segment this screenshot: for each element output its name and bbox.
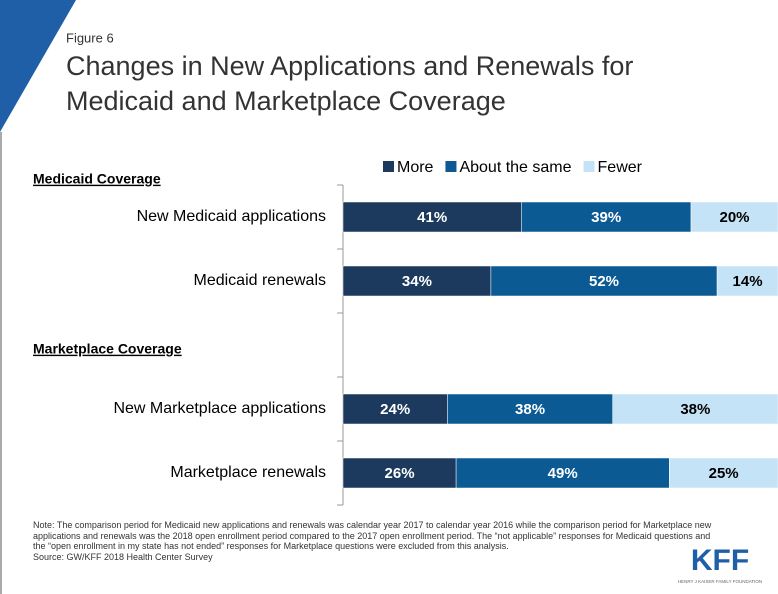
y-tick-label: Marketplace renewals	[170, 464, 326, 481]
bar-segment	[690, 201, 778, 233]
bar-segment	[447, 393, 613, 425]
data-label: 20%	[719, 209, 749, 226]
bar-segment	[490, 265, 718, 297]
data-label: 52%	[589, 273, 619, 290]
legend-label: More	[397, 159, 434, 176]
bar-segment	[342, 457, 457, 489]
data-label: 24%	[380, 401, 410, 418]
data-label: 38%	[680, 401, 710, 418]
data-label: 39%	[591, 209, 621, 226]
legend-swatch	[445, 161, 457, 172]
figure-label: Figure 6	[66, 30, 114, 45]
source: Source: GW/KFF 2018 Health Center Survey	[33, 551, 213, 562]
data-label: 14%	[733, 273, 763, 290]
y-tick-label: New Medicaid applications	[137, 208, 326, 225]
note: Note: The comparison period for Medicaid…	[33, 520, 712, 551]
bar-segment	[521, 201, 692, 233]
data-label: 38%	[515, 401, 545, 418]
bar-segment	[342, 393, 448, 425]
chart-title: Changes in New Applications and Renewals…	[66, 51, 633, 81]
data-label: 25%	[709, 465, 739, 482]
legend-label: About the same	[459, 159, 571, 176]
logo: KFF	[691, 544, 749, 577]
data-label: 34%	[402, 273, 432, 290]
bar-segment	[669, 457, 778, 489]
bar-segment	[612, 393, 778, 425]
data-label: 41%	[417, 209, 447, 226]
bar-segment	[455, 457, 670, 489]
corner-decoration	[0, 0, 76, 132]
logo-subtext: HENRY J KAISER FAMILY FOUNDATION	[678, 579, 762, 584]
data-label: 26%	[385, 465, 415, 482]
legend-label: Fewer	[598, 159, 643, 176]
group-header: Medicaid Coverage	[33, 171, 161, 187]
group-header: Marketplace Coverage	[33, 341, 182, 357]
note-block: Note: The comparison period for Medicaid…	[33, 520, 723, 562]
y-tick-label: Medicaid renewals	[193, 272, 326, 289]
legend-swatch	[383, 161, 394, 172]
bar-segment	[716, 265, 778, 297]
legend-swatch	[583, 161, 595, 172]
y-tick-label: New Marketplace applications	[113, 400, 326, 417]
data-label: 49%	[548, 465, 578, 482]
bar-segment	[342, 201, 522, 233]
chart-title: Medicaid and Marketplace Coverage	[66, 86, 506, 116]
bar-segment	[342, 265, 492, 297]
